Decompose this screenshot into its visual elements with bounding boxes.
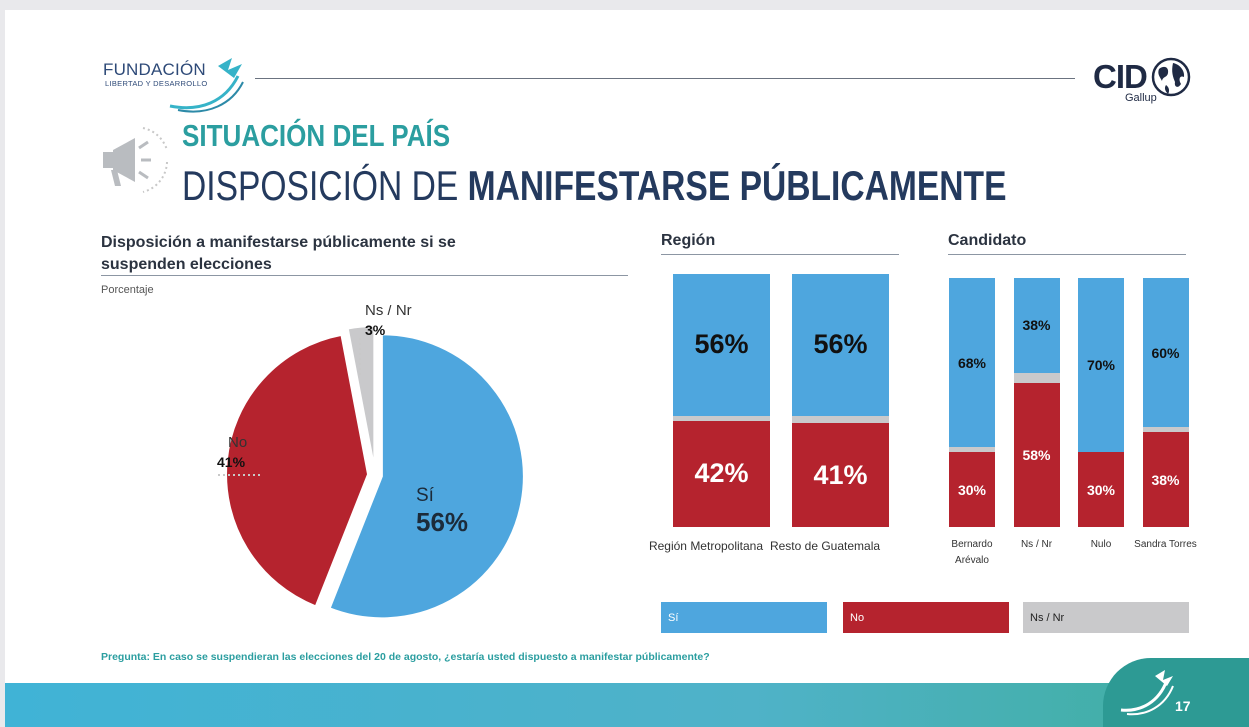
candidate-bar-1-no-label: 58% [1022, 446, 1051, 463]
legend-ns-label: Ns / Nr [1030, 611, 1065, 624]
region-chart-title: Región [661, 232, 716, 249]
candidate-bar-0-ns [949, 447, 995, 453]
megaphone-icon [103, 127, 168, 193]
legend-ns: Ns / Nr [1023, 602, 1189, 633]
candidate-bar-3-ns [1142, 427, 1189, 433]
candidate-bar-2-si: 70% [1078, 278, 1124, 453]
candidate-bar-1-ns [1013, 372, 1060, 383]
pie-slice-no [225, 333, 370, 608]
candidate-bar-2-si-label: 70% [1086, 357, 1116, 374]
fundacion-logo: FUNDACIÓN LIBERTAD Y DESARROLLO [100, 54, 250, 116]
candidate-bar-0-no-label: 30% [957, 481, 987, 498]
slide: FUNDACIÓN LIBERTAD Y DESARROLLO CID Gall… [5, 10, 1249, 727]
title-bold: MANIFESTARSE PÚBLICAMENTE [467, 162, 1007, 209]
pie-label-si-name: Sí [416, 485, 435, 506]
org-tagline: LIBERTAD Y DESARROLLO [105, 79, 208, 88]
candidate-bar-2-no: 30% [1078, 452, 1124, 527]
bird-swoosh-icon [169, 58, 244, 113]
region-bar-1-si: 56% [792, 274, 889, 416]
title-light: DISPOSICIÓN DE [182, 162, 468, 209]
page-number: 17 [1175, 698, 1191, 714]
region-bar-1-ns [792, 415, 889, 424]
region-bar-0-si: 56% [673, 274, 770, 416]
candidate-bar-1-si-label: 38% [1022, 317, 1051, 334]
candidate-category-label-3: Sandra Torres [1134, 539, 1197, 550]
pie-label-ns-name: Ns / Nr [365, 305, 412, 319]
region-bar-1-si-label: 56% [813, 329, 868, 360]
pie-slice-si [328, 333, 525, 620]
footer-tab [1103, 658, 1249, 727]
candidate-bar-0-si: 68% [949, 278, 995, 448]
region-bar-0-ns [673, 415, 770, 421]
candidate-bar-3-si: 60% [1142, 278, 1189, 428]
survey-question: Pregunta: En caso se suspendieran las el… [101, 651, 710, 663]
pie-unit-label: Porcentaje [101, 284, 154, 296]
region-title-rule [661, 254, 899, 255]
candidate-bar-0-si-label: 68% [957, 354, 987, 371]
region-bar-1-no: 41% [792, 423, 889, 527]
candidate-bar-2-no-label: 30% [1086, 481, 1116, 498]
pie-slice-ns [346, 325, 376, 469]
pie-label-ns-value: 3% [365, 322, 386, 338]
candidate-category-label-1: Ns / Nr [1020, 539, 1053, 550]
legend-no-label: No [850, 611, 865, 624]
candidate-category-label-2: Nulo [1090, 539, 1112, 550]
org-name: FUNDACIÓN [103, 60, 206, 79]
globe-icon [1151, 57, 1191, 97]
candidate-bar-3-si-label: 60% [1151, 344, 1180, 361]
candidate-bar-0-no: 30% [949, 452, 995, 527]
region-bar-1-no-label: 41% [813, 459, 868, 490]
pollster-name: CID [1093, 58, 1148, 95]
region-category-label-1: Resto de Guatemala [769, 539, 881, 553]
pie-chart-title: Disposición a manifestarse públicamente … [101, 234, 456, 273]
candidate-bar-3-no-label: 38% [1151, 471, 1180, 488]
pie-label-no-name: No [228, 434, 247, 451]
candidate-bar-1-si: 38% [1013, 278, 1060, 373]
candidate-chart-title: Candidato [948, 232, 1027, 249]
pie-label-si-value: 56% [416, 507, 468, 537]
page-title: DISPOSICIÓN DE MANIFESTARSE PÚBLICAMENTE [182, 162, 1007, 210]
header-rule [255, 78, 1075, 79]
pie-label-no-value: 41% [217, 454, 246, 470]
pollster-sub: Gallup [1125, 92, 1157, 104]
candidate-bar-3-no: 38% [1142, 432, 1189, 527]
region-bar-0-no-label: 42% [694, 458, 749, 489]
candidate-bar-1-no: 58% [1013, 382, 1060, 527]
legend-si-label: Sí [668, 611, 679, 624]
pie-title-rule [101, 275, 628, 276]
candidate-category-label-0: Bernardo Arévalo [951, 539, 993, 566]
legend-si: Sí [661, 602, 827, 633]
pie-chart: Ns / Nr 3% No 41% Sí 56% [217, 305, 525, 620]
region-bar-0-si-label: 56% [694, 329, 749, 360]
section-kicker: SITUACIÓN DEL PAÍS [182, 118, 451, 153]
footer-bar [5, 683, 1249, 727]
candidate-title-rule [948, 254, 1186, 255]
legend-no: No [843, 602, 1009, 633]
bird-mark-icon [1120, 670, 1174, 716]
region-category-label-0: Región Metropolitana [648, 539, 764, 553]
region-bar-0-no: 42% [673, 420, 770, 527]
